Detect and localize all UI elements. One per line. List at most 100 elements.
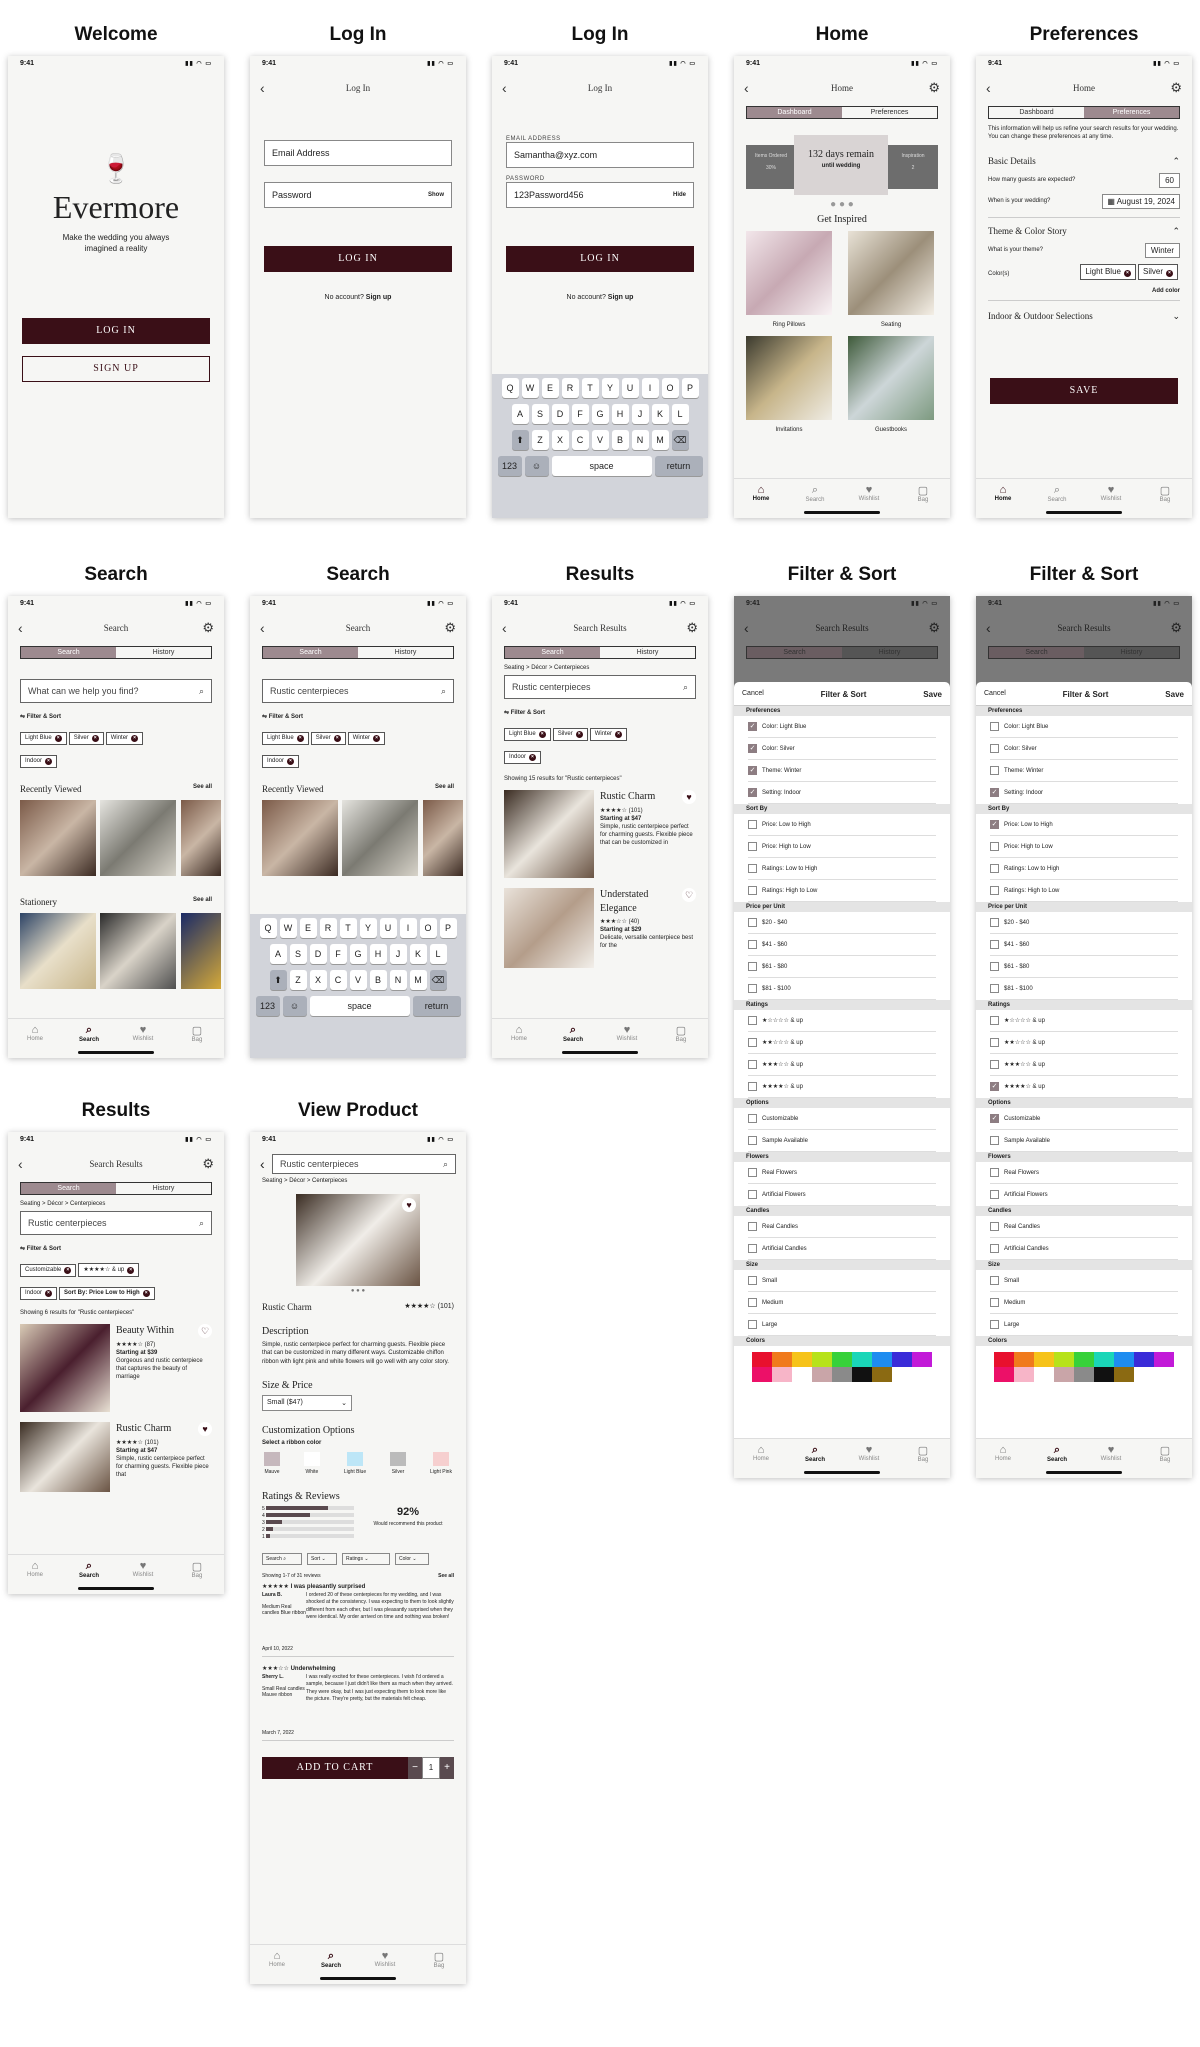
filter-chip[interactable]: Light Blue × <box>20 732 67 745</box>
password-field[interactable]: Password Show <box>264 182 452 208</box>
color-swatch[interactable] <box>1094 1352 1114 1367</box>
color-swatch[interactable] <box>812 1367 832 1382</box>
back-chevron-icon[interactable]: ‹ <box>260 620 265 636</box>
gear-icon[interactable]: ⚙ <box>1170 80 1182 95</box>
filter-option[interactable]: ★☆☆☆☆ & up <box>990 1010 1178 1032</box>
tab-search[interactable]: ⌕ Search <box>795 484 835 518</box>
heart-icon[interactable]: ♥ <box>198 1422 212 1436</box>
color-swatch[interactable] <box>1094 1367 1114 1382</box>
signup-button[interactable]: SIGN UP <box>22 356 210 383</box>
filter-option[interactable]: ✓ ★★★★☆ & up <box>990 1076 1178 1098</box>
result-item[interactable]: ♥ Rustic Charm ★★★★☆ (101) Starting at $47 S… <box>504 790 696 878</box>
search-input[interactable]: Rustic centerpieces ⌕ <box>272 1154 456 1174</box>
filter-option[interactable]: Real Flowers <box>748 1162 936 1184</box>
review-sort-select[interactable]: Sort ⌄ <box>307 1553 337 1566</box>
search-input[interactable]: Rustic centerpieces ⌕ <box>504 675 696 699</box>
checkbox-icon[interactable] <box>748 918 757 927</box>
filter-option[interactable]: Sample Available <box>990 1130 1178 1152</box>
inspiration-tile[interactable]: Seating <box>848 231 934 328</box>
breadcrumb[interactable]: Seating > Décor > Centerpieces <box>262 1178 348 1184</box>
filter-option[interactable]: Large <box>748 1314 936 1336</box>
checkbox-icon[interactable] <box>990 722 999 731</box>
filter-option[interactable]: ★★☆☆☆ & up <box>748 1032 936 1054</box>
filter-option[interactable]: ✓ Customizable <box>990 1108 1178 1130</box>
carousel-dots[interactable]: ● ● ● <box>350 1288 366 1294</box>
filter-option[interactable]: $81 - $100 <box>748 978 936 1000</box>
tab-wishlist[interactable]: ♥ Wishlist <box>858 1444 880 1462</box>
checkbox-icon[interactable] <box>990 1244 999 1253</box>
gear-icon[interactable]: ⚙ <box>686 620 698 635</box>
heart-icon[interactable]: ♥ <box>402 1198 416 1212</box>
chevron-down-icon[interactable]: ⌄ <box>1172 310 1180 321</box>
checkbox-icon[interactable] <box>990 984 999 993</box>
checkbox-icon[interactable] <box>748 1298 757 1307</box>
filter-option[interactable]: ★☆☆☆☆ & up <box>748 1010 936 1032</box>
filter-option[interactable]: Price: High to Low <box>748 836 936 858</box>
breadcrumb[interactable]: Seating > Décor > Centerpieces <box>504 665 590 671</box>
tab-dashboard[interactable]: Dashboard <box>747 107 842 118</box>
checkbox-icon[interactable] <box>748 1168 757 1177</box>
filter-option[interactable]: Price: High to Low <box>990 836 1178 858</box>
color-swatch[interactable] <box>1114 1367 1134 1382</box>
filter-option[interactable]: Artificial Candles <box>748 1238 936 1260</box>
filter-option[interactable]: ★★★☆☆ & up <box>990 1054 1178 1076</box>
cancel-button[interactable]: Cancel <box>742 690 764 697</box>
filter-option[interactable]: ★★★☆☆ & up <box>748 1054 936 1076</box>
ribbon-swatch-white[interactable]: White <box>303 1452 320 1475</box>
heart-icon[interactable]: ♡ <box>682 888 696 902</box>
tab-home[interactable]: ⌂ Home <box>741 484 781 518</box>
filter-option[interactable]: Color: Light Blue <box>990 716 1178 738</box>
size-select[interactable]: Small ($47) ⌄ <box>262 1395 352 1412</box>
search-input[interactable]: What can we help you find? ⌕ <box>20 679 212 703</box>
result-item[interactable]: ♡ Beauty Within ★★★★☆ (87) Starting at $39 G… <box>20 1324 212 1412</box>
checkbox-icon[interactable] <box>990 1222 999 1231</box>
checkbox-icon[interactable] <box>748 842 757 851</box>
color-chip[interactable]: Silver × <box>1137 263 1178 280</box>
checkbox-icon[interactable] <box>748 1038 757 1047</box>
filter-option[interactable]: ✓ Setting: Indoor <box>748 782 936 804</box>
login-submit-button[interactable]: LOG IN <box>506 246 694 272</box>
color-swatch[interactable] <box>994 1352 1014 1367</box>
increase-quantity-button[interactable]: + <box>440 1757 454 1780</box>
heart-icon[interactable]: ♡ <box>198 1324 212 1338</box>
filter-sort-link[interactable]: ⇋ Filter & Sort <box>20 1246 62 1252</box>
color-swatch[interactable] <box>1154 1367 1174 1382</box>
login-button[interactable]: LOG IN <box>22 318 210 345</box>
save-button[interactable]: Save <box>1165 690 1184 699</box>
checkbox-icon[interactable]: ✓ <box>990 1082 999 1091</box>
ribbon-swatch-pink[interactable]: Light Pink <box>430 1452 452 1475</box>
filter-option[interactable]: $61 - $80 <box>990 956 1178 978</box>
color-swatch[interactable] <box>912 1367 932 1382</box>
tab-preferences[interactable]: Preferences <box>1084 107 1179 118</box>
filter-option[interactable]: Ratings: Low to High <box>748 858 936 880</box>
color-swatch[interactable] <box>1034 1367 1054 1382</box>
tab-history[interactable]: History <box>152 649 175 656</box>
checkbox-icon[interactable] <box>990 918 999 927</box>
checkbox-icon[interactable] <box>990 744 999 753</box>
search-input[interactable]: Rustic centerpieces ⌕ <box>20 1211 212 1235</box>
tab-home[interactable]: ⌂ Home <box>752 1444 769 1462</box>
checkbox-icon[interactable] <box>990 940 999 949</box>
color-swatch[interactable] <box>912 1352 932 1367</box>
filter-sort-link[interactable]: ⇋ Filter & Sort <box>504 710 546 716</box>
filter-option[interactable]: ★★☆☆☆ & up <box>990 1032 1178 1054</box>
filter-option[interactable]: Small <box>990 1270 1178 1292</box>
color-swatch[interactable] <box>892 1352 912 1367</box>
checkbox-icon[interactable]: ✓ <box>990 1114 999 1123</box>
color-swatch[interactable] <box>1134 1367 1154 1382</box>
tab-search[interactable]: Search <box>21 647 116 658</box>
filter-option[interactable]: ✓ Theme: Winter <box>748 760 936 782</box>
login-submit-button[interactable]: LOG IN <box>264 246 452 272</box>
filter-sort-link[interactable]: ⇋ Filter & Sort <box>20 714 62 720</box>
carousel-dots[interactable]: ● ● ● <box>830 199 854 210</box>
filter-option[interactable]: Theme: Winter <box>990 760 1178 782</box>
home-segment[interactable]: Dashboard Preferences <box>746 106 938 119</box>
checkbox-icon[interactable] <box>990 1298 999 1307</box>
checkbox-icon[interactable] <box>990 1038 999 1047</box>
filter-option[interactable]: Sample Available <box>748 1130 936 1152</box>
decrease-quantity-button[interactable]: − <box>408 1757 422 1780</box>
checkbox-icon[interactable] <box>990 1168 999 1177</box>
color-swatch[interactable] <box>772 1367 792 1382</box>
